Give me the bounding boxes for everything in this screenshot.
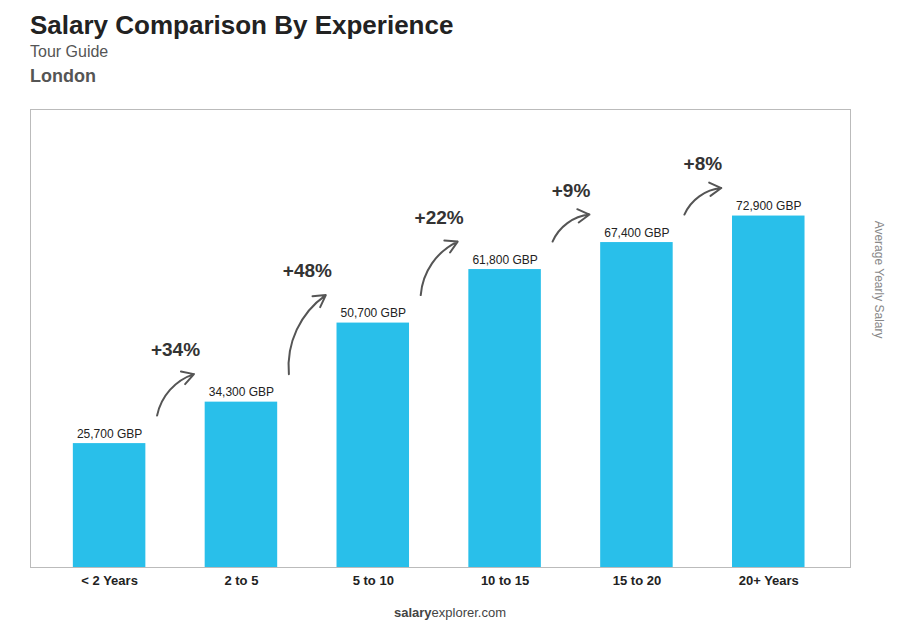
svg-text:67,400 GBP: 67,400 GBP (604, 225, 669, 239)
svg-text:+34%: +34% (151, 339, 200, 360)
svg-text:61,800 GBP: 61,800 GBP (472, 252, 537, 266)
svg-text:34,300 GBP: 34,300 GBP (209, 385, 274, 399)
svg-text:2 to 5: 2 to 5 (224, 572, 258, 587)
svg-text:+8%: +8% (684, 153, 723, 174)
svg-text:Average Yearly Salary: Average Yearly Salary (872, 220, 886, 338)
svg-text:+22%: +22% (415, 206, 464, 227)
svg-text:< 2 Years: < 2 Years (81, 572, 138, 587)
svg-text:25,700 GBP: 25,700 GBP (77, 426, 142, 440)
svg-text:+48%: +48% (283, 260, 332, 281)
svg-text:72,900 GBP: 72,900 GBP (736, 199, 801, 213)
html-text:Salary Comparison By Experienc: Salary Comparison By Experience (30, 10, 454, 40)
html-text:salary explorer.com: salary explorer.com (394, 604, 506, 620)
svg-text:10 to 15: 10 to 15 (481, 572, 529, 587)
html-text:Tour Guide: Tour Guide (30, 43, 109, 61)
svg-text:50,700 GBP: 50,700 GBP (341, 306, 406, 320)
svg-text:20+ Years: 20+ Years (739, 572, 799, 587)
svg-text:5 to 10: 5 to 10 (353, 572, 394, 587)
svg-text:+9%: +9% (552, 179, 591, 200)
html-text:London: London (30, 65, 96, 86)
svg-text:15 to 20: 15 to 20 (613, 572, 661, 587)
